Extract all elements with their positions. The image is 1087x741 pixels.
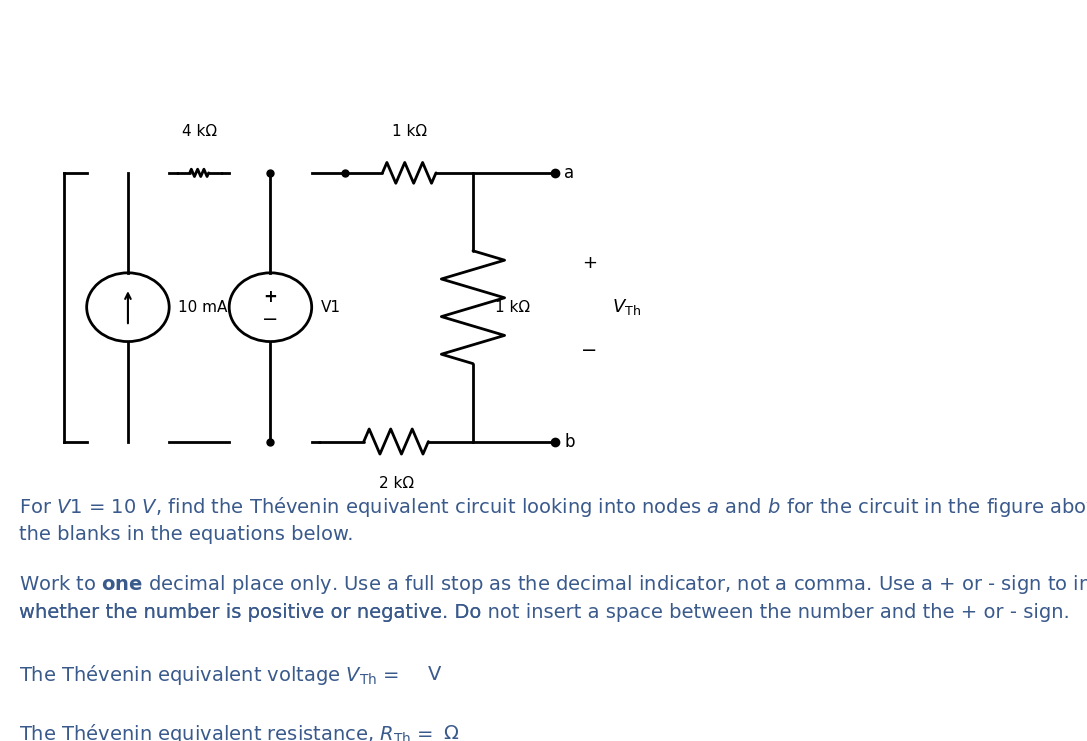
Text: V1: V1 [321, 299, 340, 315]
Text: 1 kΩ: 1 kΩ [391, 124, 427, 139]
Text: 1 kΩ: 1 kΩ [496, 299, 530, 315]
Text: the blanks in the equations below.: the blanks in the equations below. [20, 525, 353, 544]
Text: whether the number is positive or negative. Do not insert a space between the nu: whether the number is positive or negati… [20, 602, 1070, 622]
Text: V: V [428, 665, 441, 684]
Text: Ω: Ω [443, 725, 458, 741]
Text: The Thévenin equivalent voltage $V_{\mathrm{Th}}$ =: The Thévenin equivalent voltage $V_{\mat… [20, 662, 400, 687]
Text: The Thévenin equivalent resistance, $R_{\mathrm{Th}}$ =: The Thévenin equivalent resistance, $R_{… [20, 722, 434, 741]
Text: whether the number is positive or negative. Do: whether the number is positive or negati… [20, 602, 488, 622]
Text: For $\mathit{V1}$ = $\mathit{10\ V}$, find the Thévenin equivalent circuit looki: For $\mathit{V1}$ = $\mathit{10\ V}$, fi… [20, 495, 1087, 519]
Text: +: + [263, 288, 277, 306]
Text: −: − [262, 310, 278, 329]
Text: Work to $\mathbf{one}$ decimal place only. Use a full stop as the decimal indica: Work to $\mathbf{one}$ decimal place onl… [20, 573, 1087, 596]
Text: b: b [564, 433, 575, 451]
Text: 4 kΩ: 4 kΩ [182, 124, 216, 139]
Text: 10 mA: 10 mA [178, 299, 227, 315]
Text: −: − [582, 342, 598, 360]
Text: $V_{\mathrm{Th}}$: $V_{\mathrm{Th}}$ [612, 297, 640, 317]
Text: a: a [564, 164, 575, 182]
Text: +: + [582, 254, 597, 273]
Text: 2 kΩ: 2 kΩ [378, 476, 414, 491]
FancyBboxPatch shape [297, 711, 436, 741]
FancyBboxPatch shape [282, 652, 421, 697]
